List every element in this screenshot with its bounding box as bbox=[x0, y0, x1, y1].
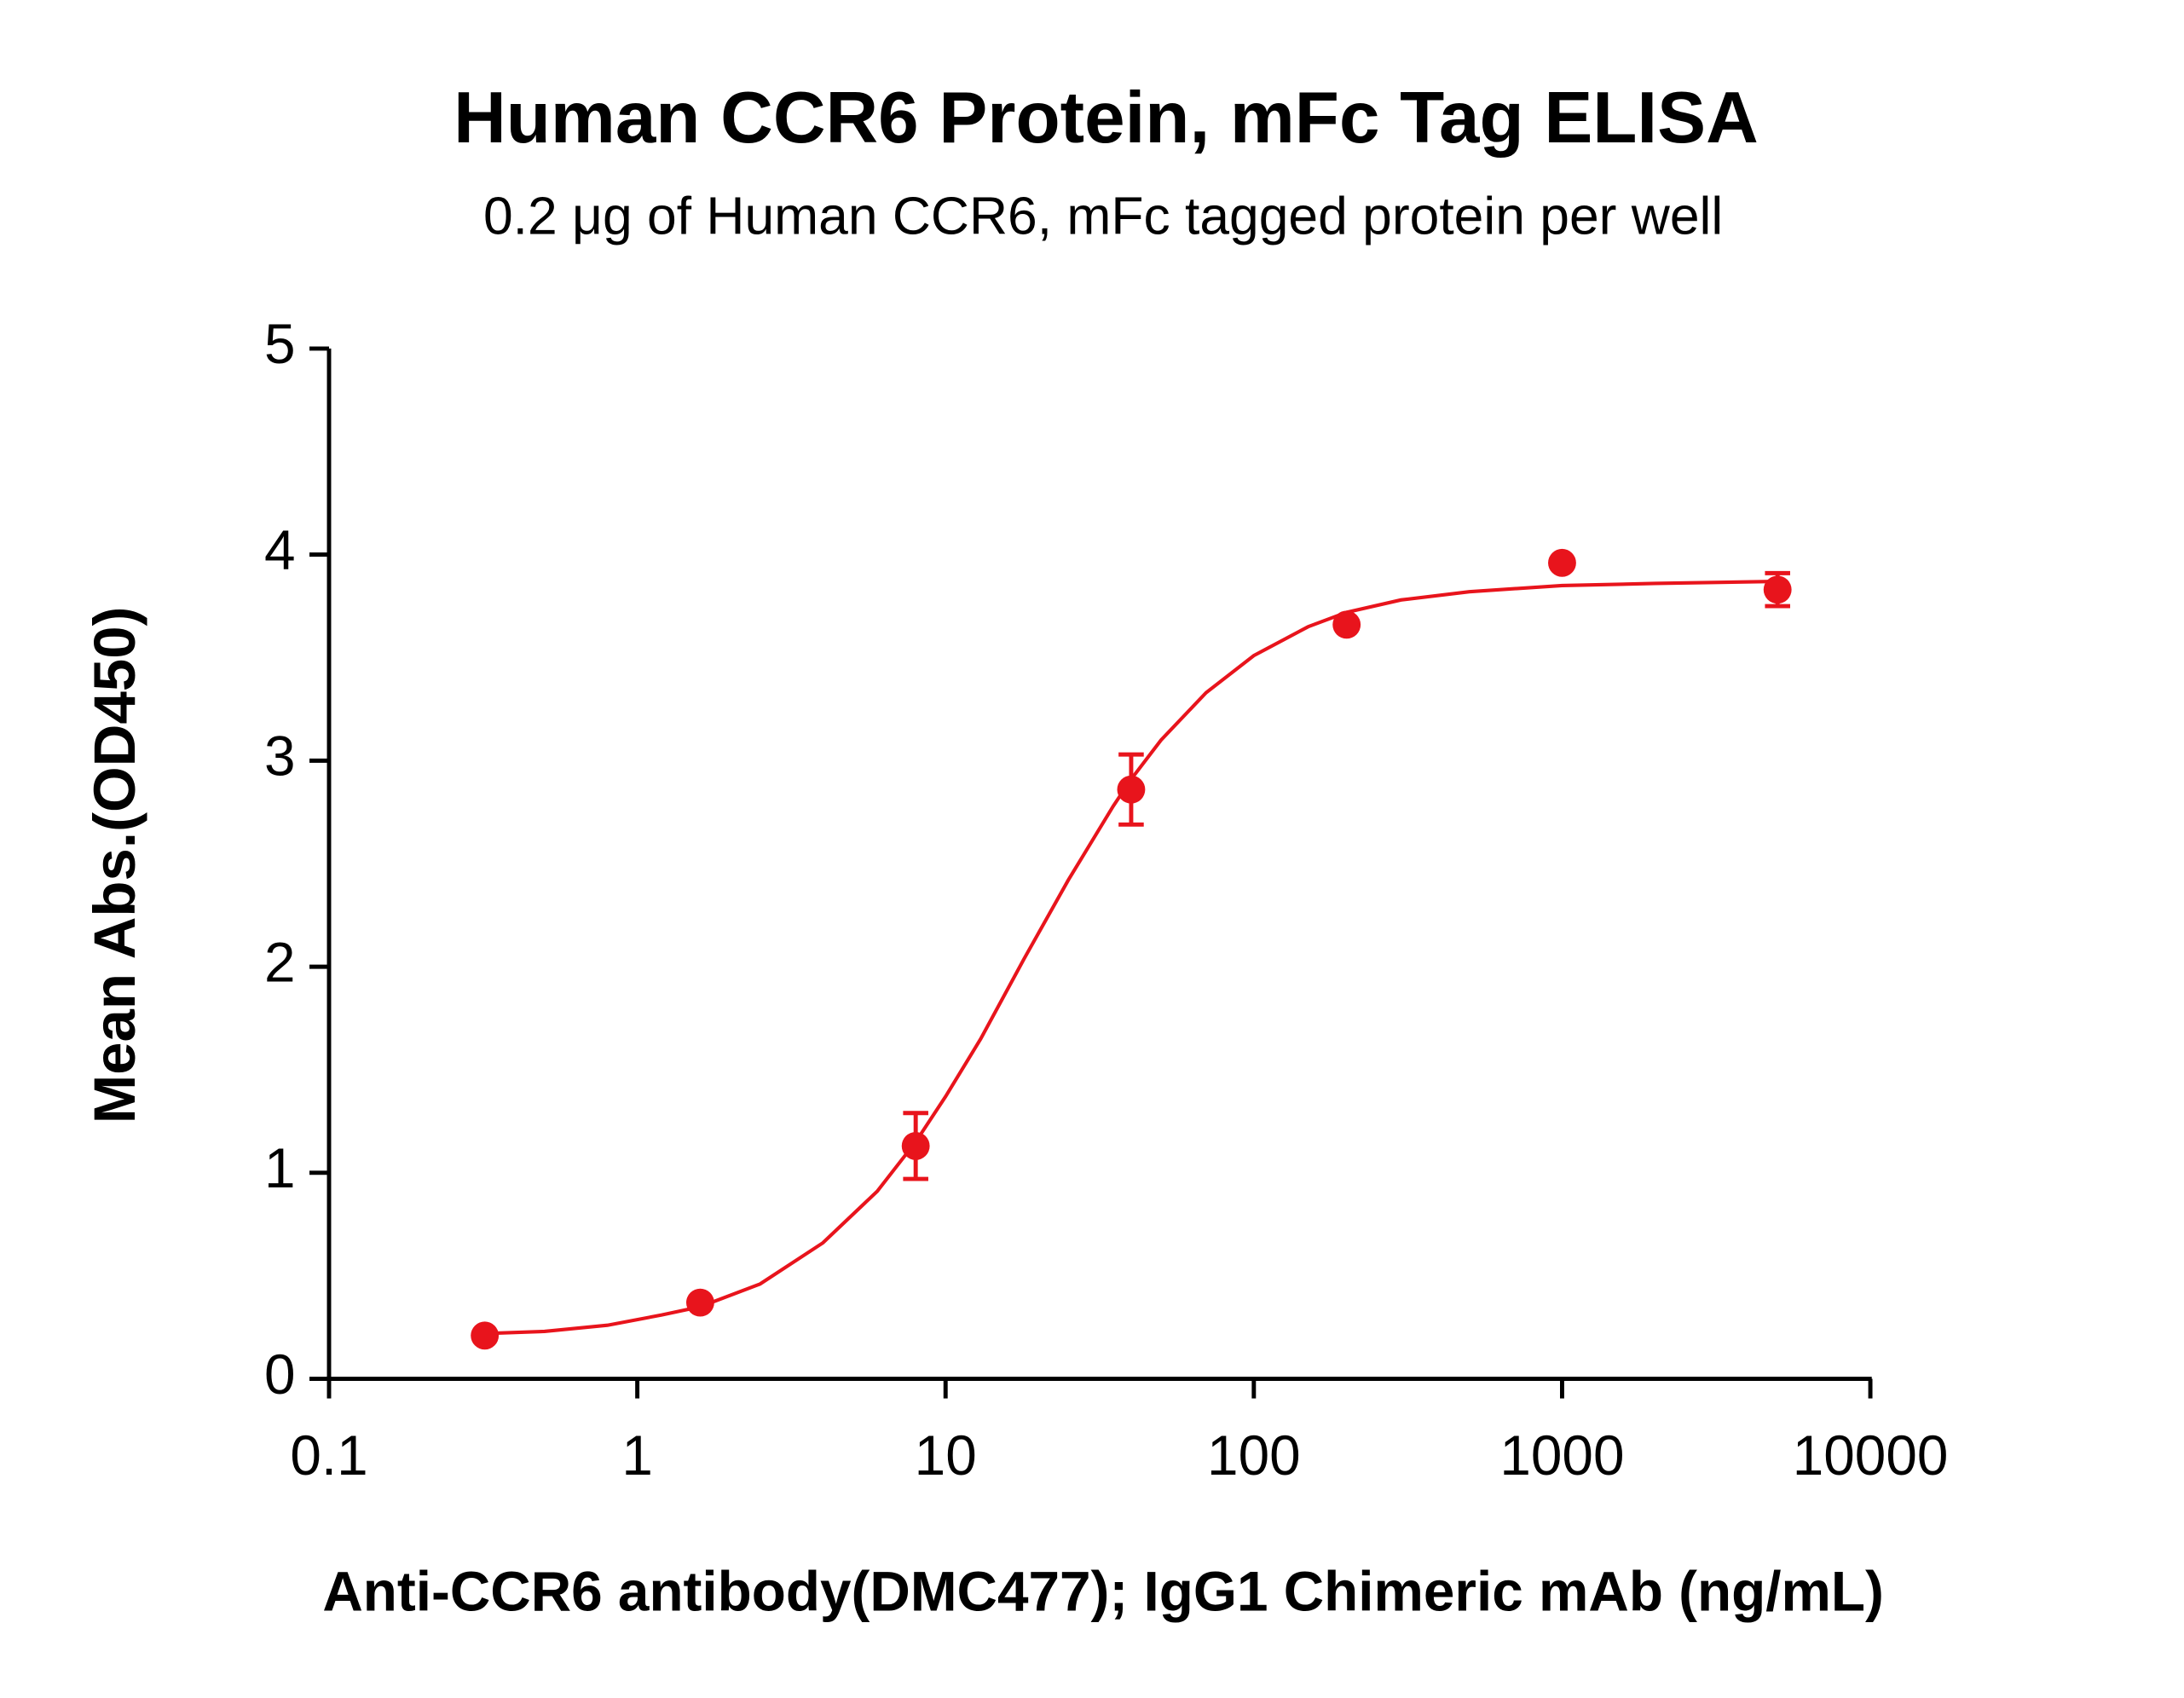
x-axis-label: Anti-CCR6 antibody(DMC477); IgG1 Chimeri… bbox=[322, 1560, 1884, 1622]
x-tick-label: 100 bbox=[1207, 1424, 1301, 1487]
data-point bbox=[901, 1131, 930, 1160]
data-point bbox=[1763, 575, 1792, 604]
chart-title: Human CCR6 Protein, mFc Tag ELISA bbox=[454, 78, 1759, 159]
x-tick-label: 10 bbox=[915, 1424, 977, 1487]
data-point bbox=[1332, 610, 1361, 639]
data-point bbox=[686, 1288, 714, 1317]
data-point bbox=[471, 1321, 500, 1350]
x-tick-label: 1 bbox=[621, 1424, 653, 1487]
data-point bbox=[1117, 775, 1146, 804]
y-axis-label: Mean Abs.(OD450) bbox=[82, 606, 147, 1123]
y-tick-label: 5 bbox=[264, 313, 296, 375]
chart-subtitle: 0.2 μg of Human CCR6, mFc tagged protein… bbox=[483, 187, 1723, 245]
x-tick-label: 0.1 bbox=[290, 1424, 367, 1487]
y-tick-label: 4 bbox=[264, 519, 296, 581]
x-tick-label: 10000 bbox=[1793, 1424, 1949, 1487]
data-point bbox=[1548, 548, 1576, 577]
y-tick-label: 2 bbox=[264, 931, 296, 993]
y-tick-label: 1 bbox=[264, 1137, 296, 1199]
x-tick-label: 1000 bbox=[1499, 1424, 1624, 1487]
y-tick-label: 0 bbox=[264, 1343, 296, 1406]
y-tick-label: 3 bbox=[264, 725, 296, 788]
